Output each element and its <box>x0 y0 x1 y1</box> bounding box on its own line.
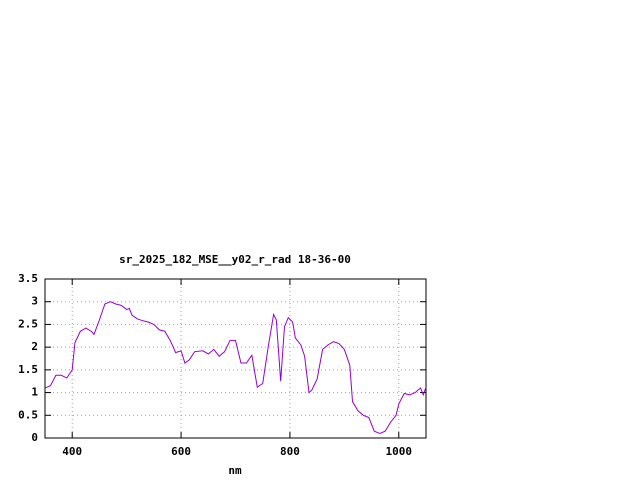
x-tick-label: 1000 <box>386 445 413 458</box>
y-tick-label: 2 <box>31 340 38 353</box>
plot-border <box>44 278 427 439</box>
x-tick-label: 800 <box>280 445 300 458</box>
y-tick-label: 3.5 <box>18 272 38 285</box>
chart-title: sr_2025_182_MSE__y02_r_rad 18-36-00 <box>119 253 351 266</box>
y-tick-label: 0 <box>31 431 38 444</box>
x-tick-label: 600 <box>171 445 191 458</box>
y-tick-label: 1.5 <box>18 363 38 376</box>
x-axis-label: nm <box>228 464 242 477</box>
y-tick-label: 1 <box>31 386 38 399</box>
y-tick-label: 0.5 <box>18 408 38 421</box>
y-tick-label: 3 <box>31 295 38 308</box>
x-tick-label: 400 <box>62 445 82 458</box>
y-tick-label: 2.5 <box>18 317 38 330</box>
data-line <box>44 301 427 434</box>
